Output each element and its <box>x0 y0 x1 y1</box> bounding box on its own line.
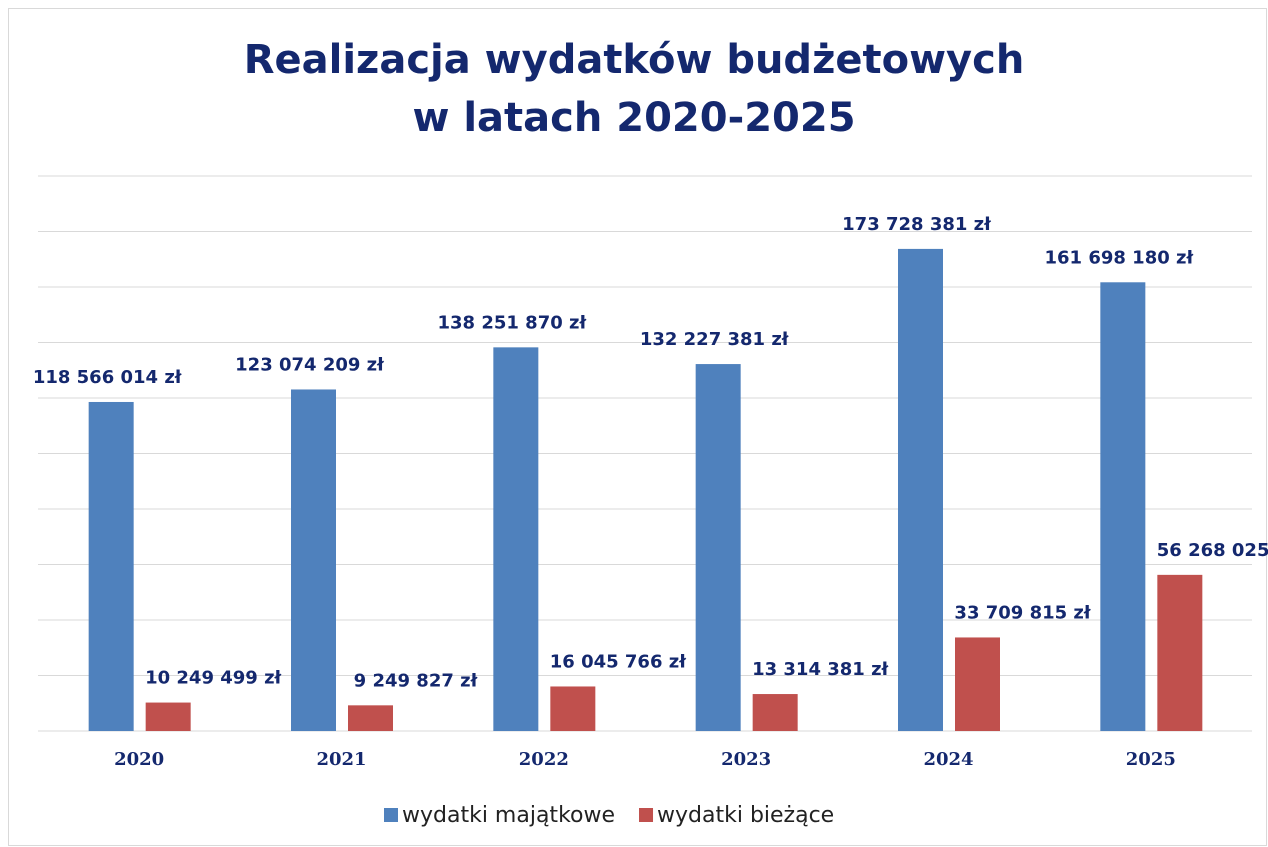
bar <box>752 694 798 731</box>
data-label: 9 249 827 zł <box>354 670 479 691</box>
chart-frame <box>8 8 1267 846</box>
x-tick-label: 2020 <box>114 749 164 770</box>
x-tick-label: 2023 <box>721 749 771 770</box>
legend-label: wydatki bieżące <box>657 803 834 828</box>
data-label: 118 566 014 zł <box>33 367 183 388</box>
data-label: 138 251 870 zł <box>437 312 587 333</box>
bar <box>291 389 336 731</box>
data-label: 13 314 381 zł <box>752 659 889 680</box>
bar <box>493 347 539 731</box>
chart-title: w latach 2020-2025 <box>412 95 855 141</box>
bar <box>348 705 393 731</box>
legend-label: wydatki majątkowe <box>402 803 615 828</box>
x-tick-label: 2024 <box>923 749 973 770</box>
data-label: 16 045 766 zł <box>550 651 687 672</box>
x-tick-label: 2022 <box>519 749 569 770</box>
data-label: 56 268 025 zł <box>1157 540 1268 561</box>
legend-swatch <box>639 808 654 822</box>
chart-title: Realizacja wydatków budżetowych <box>244 37 1025 83</box>
data-label: 123 074 209 zł <box>235 354 385 375</box>
data-label: 161 698 180 zł <box>1044 247 1194 268</box>
data-label: 173 728 381 zł <box>842 214 992 235</box>
data-label: 33 709 815 zł <box>954 602 1091 623</box>
data-label: 132 227 381 zł <box>640 329 790 350</box>
bar <box>898 248 943 731</box>
bar <box>88 401 134 731</box>
bar <box>145 702 191 731</box>
data-label: 10 249 499 zł <box>145 668 282 689</box>
bar <box>695 364 741 731</box>
bar <box>550 686 596 731</box>
x-tick-label: 2025 <box>1126 749 1176 770</box>
x-tick-label: 2021 <box>316 749 366 770</box>
bar <box>1100 282 1146 731</box>
bar <box>955 637 1000 731</box>
bar <box>1157 574 1203 731</box>
legend-swatch <box>384 808 398 822</box>
